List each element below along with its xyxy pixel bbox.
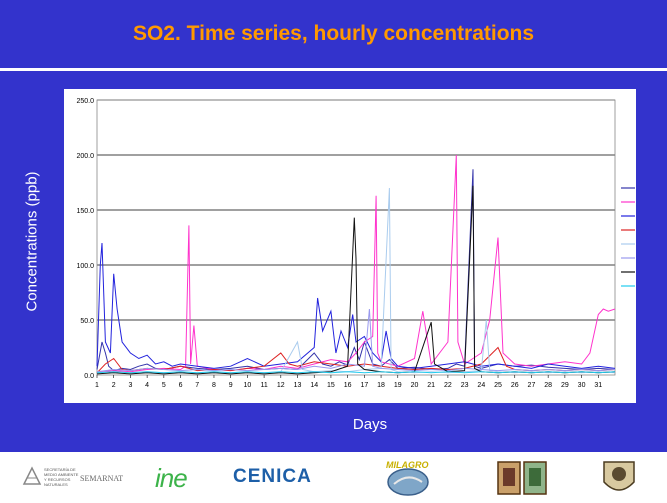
title-divider <box>0 68 667 71</box>
milagro-logo-text: MILAGRO <box>386 460 429 470</box>
series-line-ae <box>96 154 616 373</box>
x-tick-label: 4 <box>145 382 149 389</box>
x-tick-label: 9 <box>229 382 233 389</box>
x-tick-label: 12 <box>277 382 285 389</box>
semarnat-agency-text: SECRETARÍA DE MEDIO AMBIENTE Y RECURSOS … <box>44 467 79 487</box>
x-tick-label: 18 <box>377 382 385 389</box>
x-tick-label: 6 <box>179 382 183 389</box>
x-tick-label: 20 <box>411 382 419 389</box>
semarnat-name: SEMARNAT <box>80 474 124 483</box>
x-tick-label: 22 <box>444 382 452 389</box>
milagro-emblem-icon <box>387 468 429 496</box>
x-tick-label: 11 <box>260 382 267 389</box>
cenica-logo: CENICA <box>233 464 323 490</box>
crest-icon <box>603 461 635 491</box>
x-tick-label: 19 <box>394 382 402 389</box>
x-tick-label: 27 <box>528 382 536 389</box>
x-tick-label: 24 <box>477 382 485 389</box>
x-tick-label: 2 <box>112 382 116 389</box>
x-tick-label: 23 <box>461 382 469 389</box>
ine-logo-text: ine <box>155 463 188 493</box>
x-tick-label: 7 <box>195 382 199 389</box>
series-line-ca <box>96 242 616 369</box>
x-tick-label: 10 <box>243 382 251 389</box>
unam-seal-logo <box>600 458 638 498</box>
x-tick-label: 3 <box>128 382 132 389</box>
series-line-t1 <box>96 308 616 373</box>
slide-title: SO2. Time series, hourly concentrations <box>132 22 535 45</box>
x-tick-label: 5 <box>162 382 166 389</box>
y-tick-label: 250.0 <box>76 98 94 105</box>
x-tick-label: 25 <box>494 382 502 389</box>
cenica-logo-text: CENICA <box>233 466 312 487</box>
y-axis-label: Concentrations (ppb) <box>23 171 41 312</box>
x-tick-label: 8 <box>212 382 216 389</box>
y-tick-label: 200.0 <box>76 153 94 160</box>
institution-seal-logo <box>496 460 548 496</box>
x-tick-label: 13 <box>294 382 302 389</box>
x-tick-label: 15 <box>327 382 335 389</box>
y-tick-label: 100.0 <box>76 263 94 270</box>
semarnat-logo: SECRETARÍA DE MEDIO AMBIENTE Y RECURSOS … <box>22 464 123 488</box>
slide-background: SO2. Time series, hourly concentrations … <box>0 0 667 452</box>
milagro-logo: MILAGRO <box>380 458 436 498</box>
x-tick-label: 17 <box>360 382 368 389</box>
double-shield-icon <box>497 461 547 495</box>
y-tick-label: 0.0 <box>84 373 94 380</box>
x-tick-label: 1 <box>95 382 99 389</box>
x-tick-label: 29 <box>561 382 569 389</box>
x-tick-label: 21 <box>427 382 435 389</box>
chart-area: 0.0 50.0 100.0 150.0 200.0 250.0 1 2 3 4 5 6 7 8 9 10 11… <box>64 89 636 403</box>
x-axis-label: Days <box>352 416 388 433</box>
footer-logos: SECRETARÍA DE MEDIO AMBIENTE Y RECURSOS … <box>0 452 667 500</box>
ine-logo: ine <box>145 460 205 494</box>
x-tick-label: 28 <box>544 382 552 389</box>
x-tick-label: 30 <box>578 382 586 389</box>
plot-border <box>96 99 616 376</box>
x-tick-label: 14 <box>310 382 318 389</box>
x-tick-label: 31 <box>594 382 602 389</box>
x-tick-label: 16 <box>344 382 352 389</box>
y-tick-label: 50.0 <box>80 318 94 325</box>
y-tick-label: 150.0 <box>76 208 94 215</box>
series-line-t2 <box>96 185 616 375</box>
x-tick-label: 26 <box>511 382 519 389</box>
series-line-tg <box>96 371 616 374</box>
semarnat-emblem-icon <box>22 466 42 485</box>
